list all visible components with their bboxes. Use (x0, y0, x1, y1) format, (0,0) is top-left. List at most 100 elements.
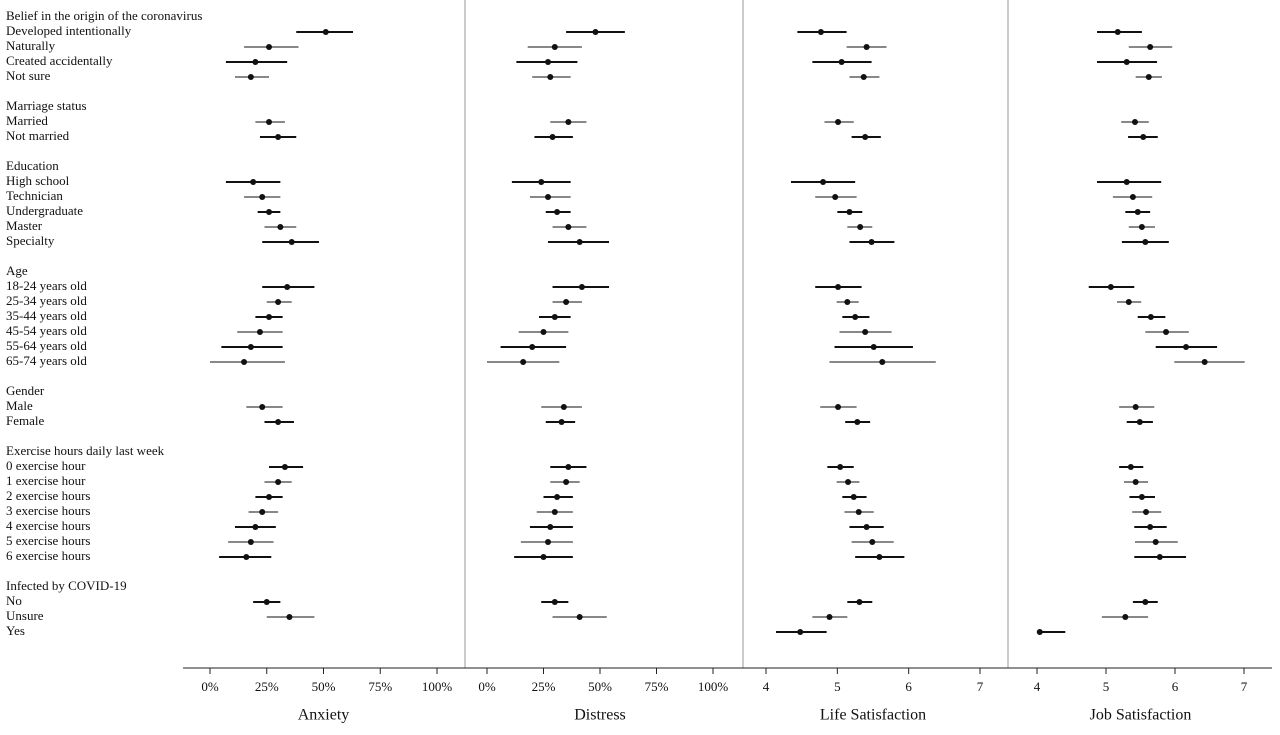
x-tick-label: 75% (368, 679, 392, 694)
point-estimate (1142, 239, 1149, 245)
point-estimate (1138, 494, 1145, 500)
point-estimate (540, 554, 547, 560)
point-estimate (259, 404, 266, 410)
point-estimate (838, 59, 845, 65)
point-estimate (832, 194, 839, 200)
point-estimate (862, 134, 869, 140)
point-estimate (854, 419, 861, 425)
point-estimate (876, 554, 883, 560)
row-label: 55-64 years old (6, 338, 87, 353)
point-estimate (1147, 524, 1154, 530)
point-estimate (850, 494, 857, 500)
x-tick-label: 7 (977, 679, 984, 694)
point-estimate (275, 299, 282, 305)
point-estimate (862, 329, 869, 335)
x-axis-label: Life Satisfaction (820, 707, 926, 724)
point-estimate (860, 74, 867, 80)
point-estimate (250, 179, 257, 185)
point-estimate (520, 359, 527, 365)
point-estimate (266, 44, 273, 50)
point-estimate (837, 464, 844, 470)
point-estimate (551, 44, 558, 50)
row-label: 45-54 years old (6, 323, 87, 338)
point-estimate (538, 179, 545, 185)
x-tick-label: 0% (478, 679, 496, 694)
point-estimate (259, 194, 266, 200)
x-tick-label: 5 (1103, 679, 1110, 694)
point-estimate (1107, 284, 1114, 290)
point-estimate (256, 329, 263, 335)
row-label: 35-44 years old (6, 308, 87, 323)
point-estimate (863, 44, 870, 50)
point-estimate (281, 464, 288, 470)
point-estimate (545, 59, 552, 65)
point-estimate (856, 599, 863, 605)
x-tick-label: 50% (588, 679, 612, 694)
point-estimate (845, 479, 852, 485)
point-estimate (551, 314, 558, 320)
x-tick-label: 5 (834, 679, 841, 694)
point-estimate (1142, 599, 1149, 605)
row-label: Gender (6, 383, 45, 398)
x-tick-label: 6 (905, 679, 912, 694)
x-tick-label: 4 (1034, 679, 1041, 694)
point-estimate (266, 209, 273, 215)
row-label: 2 exercise hours (6, 488, 90, 503)
row-label: High school (6, 173, 70, 188)
point-estimate (554, 209, 561, 215)
row-label: Unsure (6, 608, 44, 623)
point-estimate (835, 119, 842, 125)
point-estimate (540, 329, 547, 335)
point-estimate (1147, 314, 1154, 320)
x-tick-label: 0% (201, 679, 219, 694)
point-estimate (266, 314, 273, 320)
point-estimate (797, 629, 804, 635)
point-estimate (1134, 209, 1141, 215)
point-estimate (1131, 119, 1138, 125)
row-label: Not sure (6, 68, 51, 83)
x-tick-label: 25% (255, 679, 279, 694)
row-label: 6 exercise hours (6, 548, 90, 563)
row-label: Developed intentionally (6, 23, 132, 38)
point-estimate (835, 404, 842, 410)
row-label: Specialty (6, 233, 55, 248)
row-label: 0 exercise hour (6, 458, 86, 473)
point-estimate (554, 494, 561, 500)
row-label: 18-24 years old (6, 278, 87, 293)
point-estimate (855, 509, 862, 515)
point-estimate (266, 494, 273, 500)
row-label: Exercise hours daily last week (6, 443, 165, 458)
point-estimate (565, 224, 572, 230)
point-estimate (1036, 629, 1043, 635)
row-label: 65-74 years old (6, 353, 87, 368)
x-tick-label: 100% (422, 679, 453, 694)
point-estimate (1140, 134, 1147, 140)
point-estimate (277, 224, 284, 230)
point-estimate (1122, 614, 1129, 620)
point-estimate (1123, 59, 1130, 65)
point-estimate (529, 344, 536, 350)
point-estimate (563, 479, 570, 485)
row-label: Infected by COVID-19 (6, 578, 127, 593)
point-estimate (547, 524, 554, 530)
point-estimate (243, 554, 250, 560)
point-estimate (592, 29, 599, 35)
point-estimate (263, 599, 270, 605)
point-estimate (820, 179, 827, 185)
point-estimate (322, 29, 329, 35)
point-estimate (1123, 179, 1130, 185)
point-estimate (565, 464, 572, 470)
point-estimate (1129, 194, 1136, 200)
point-estimate (288, 239, 295, 245)
x-tick-label: 50% (312, 679, 336, 694)
row-label: Undergraduate (6, 203, 83, 218)
point-estimate (852, 314, 859, 320)
x-tick-label: 75% (645, 679, 669, 694)
point-estimate (547, 74, 554, 80)
point-estimate (551, 509, 558, 515)
point-estimate (1125, 299, 1132, 305)
row-label: Education (6, 158, 59, 173)
x-tick-label: 25% (532, 679, 556, 694)
row-label: 25-34 years old (6, 293, 87, 308)
